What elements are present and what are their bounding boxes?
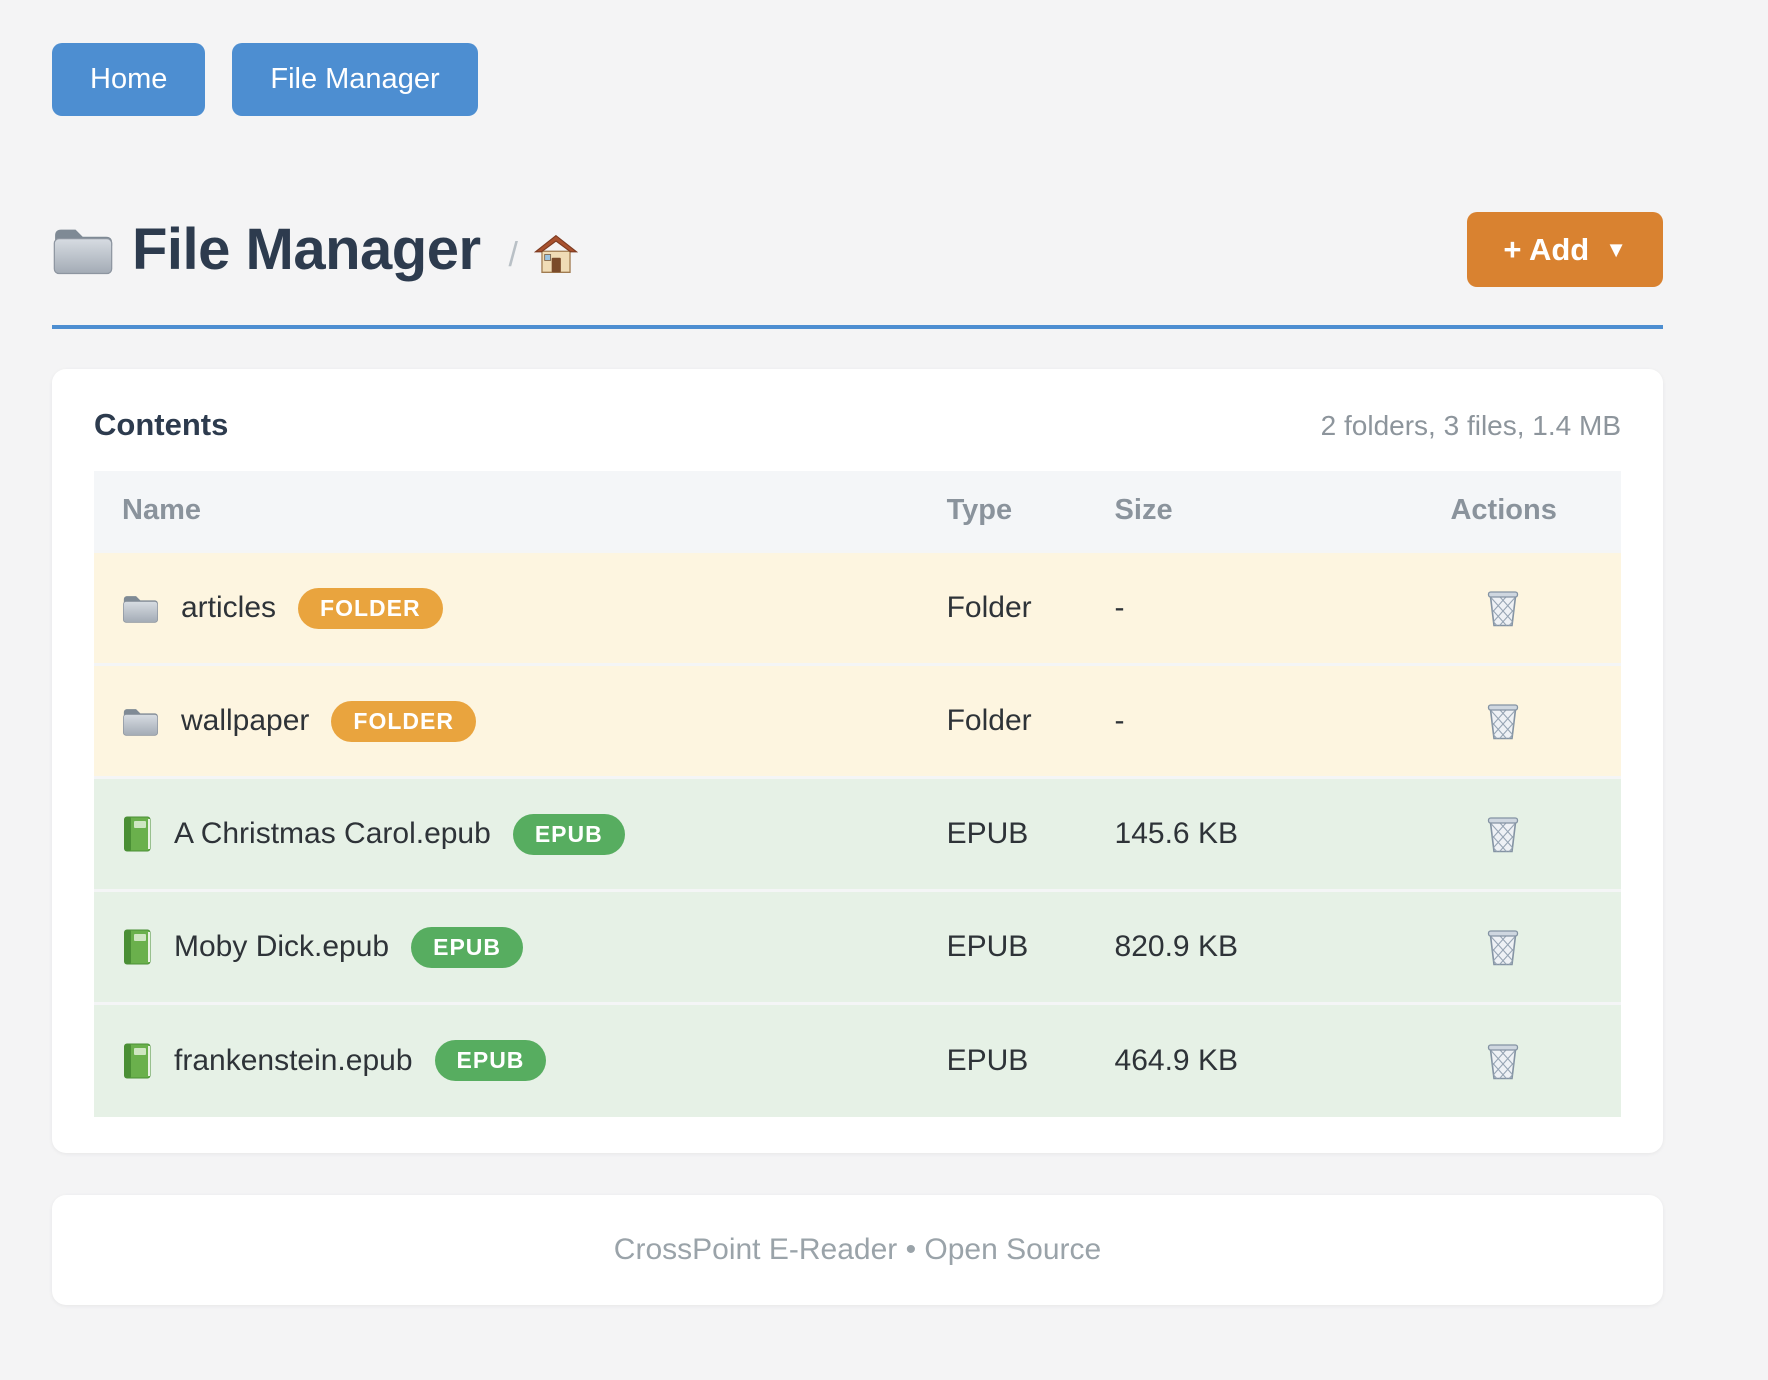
table-row[interactable]: Moby Dick.epub EPUB EPUB 820.9 KB bbox=[94, 890, 1621, 1004]
footer: CrossPoint E-Reader • Open Source bbox=[52, 1194, 1663, 1305]
table-row[interactable]: wallpaper FOLDER Folder - bbox=[94, 664, 1621, 778]
top-nav: Home File Manager bbox=[52, 43, 1663, 116]
nav-file-manager-button[interactable]: File Manager bbox=[232, 43, 478, 116]
trash-icon bbox=[1486, 927, 1520, 967]
book-icon bbox=[122, 929, 152, 965]
delete-button[interactable] bbox=[1486, 927, 1520, 967]
delete-button[interactable] bbox=[1486, 701, 1520, 741]
add-button[interactable]: + Add ▼ bbox=[1467, 212, 1663, 287]
home-icon bbox=[534, 234, 578, 275]
type-cell: EPUB bbox=[918, 1003, 1087, 1117]
type-cell: EPUB bbox=[918, 890, 1087, 1004]
type-cell: Folder bbox=[918, 551, 1087, 665]
trash-icon bbox=[1486, 1041, 1520, 1081]
column-header-name: Name bbox=[94, 471, 919, 552]
trash-icon bbox=[1486, 588, 1520, 628]
contents-card: Contents 2 folders, 3 files, 1.4 MB Name… bbox=[52, 369, 1663, 1153]
page: Home File Manager File Manager / bbox=[52, 43, 1663, 1305]
size-cell: 145.6 KB bbox=[1086, 777, 1423, 891]
breadcrumb-home-button[interactable] bbox=[534, 234, 578, 275]
type-badge: FOLDER bbox=[331, 700, 476, 742]
table-row[interactable]: frankenstein.epub EPUB EPUB 464.9 KB bbox=[94, 1003, 1621, 1117]
table-row[interactable]: A Christmas Carol.epub EPUB EPUB 145.6 K… bbox=[94, 777, 1621, 891]
table-row[interactable]: articles FOLDER Folder - bbox=[94, 551, 1621, 665]
type-cell: EPUB bbox=[918, 777, 1087, 891]
page-header: File Manager / + Add ▼ bbox=[52, 212, 1663, 287]
file-name[interactable]: wallpaper bbox=[181, 704, 310, 737]
type-cell: Folder bbox=[918, 664, 1087, 778]
nav-home-button[interactable]: Home bbox=[52, 43, 206, 116]
column-header-size: Size bbox=[1086, 471, 1423, 552]
size-cell: - bbox=[1086, 664, 1423, 778]
file-table-body: articles FOLDER Folder - bbox=[94, 551, 1621, 1117]
column-header-actions: Actions bbox=[1422, 471, 1621, 552]
contents-summary: 2 folders, 3 files, 1.4 MB bbox=[1320, 410, 1621, 441]
book-icon bbox=[122, 816, 152, 852]
delete-button[interactable] bbox=[1486, 1041, 1520, 1081]
file-name[interactable]: A Christmas Carol.epub bbox=[174, 817, 491, 850]
file-table: Name Type Size Actions articles FOLDER F… bbox=[94, 471, 1621, 1117]
add-button-label: + Add bbox=[1503, 232, 1590, 267]
type-badge: EPUB bbox=[434, 1040, 547, 1082]
size-cell: 820.9 KB bbox=[1086, 890, 1423, 1004]
folder-icon bbox=[52, 223, 114, 276]
contents-title: Contents bbox=[94, 407, 229, 442]
trash-icon bbox=[1486, 701, 1520, 741]
title-underline bbox=[52, 325, 1663, 329]
book-icon bbox=[122, 1043, 152, 1079]
file-name[interactable]: articles bbox=[181, 591, 277, 624]
delete-button[interactable] bbox=[1486, 814, 1520, 854]
size-cell: 464.9 KB bbox=[1086, 1003, 1423, 1117]
footer-text: CrossPoint E-Reader • Open Source bbox=[613, 1232, 1102, 1266]
column-header-type: Type bbox=[918, 471, 1087, 552]
folder-icon bbox=[122, 592, 159, 624]
folder-icon bbox=[122, 705, 159, 737]
caret-down-icon: ▼ bbox=[1605, 236, 1627, 262]
trash-icon bbox=[1486, 814, 1520, 854]
table-header-row: Name Type Size Actions bbox=[94, 471, 1621, 552]
size-cell: - bbox=[1086, 551, 1423, 665]
type-badge: EPUB bbox=[512, 813, 625, 855]
breadcrumb-separator: / bbox=[508, 236, 518, 274]
file-name[interactable]: frankenstein.epub bbox=[174, 1043, 413, 1077]
page-title: File Manager bbox=[132, 216, 481, 282]
type-badge: FOLDER bbox=[298, 587, 443, 629]
type-badge: EPUB bbox=[411, 926, 524, 968]
delete-button[interactable] bbox=[1486, 588, 1520, 628]
file-name[interactable]: Moby Dick.epub bbox=[174, 930, 390, 963]
contents-card-header: Contents 2 folders, 3 files, 1.4 MB bbox=[94, 407, 1621, 443]
